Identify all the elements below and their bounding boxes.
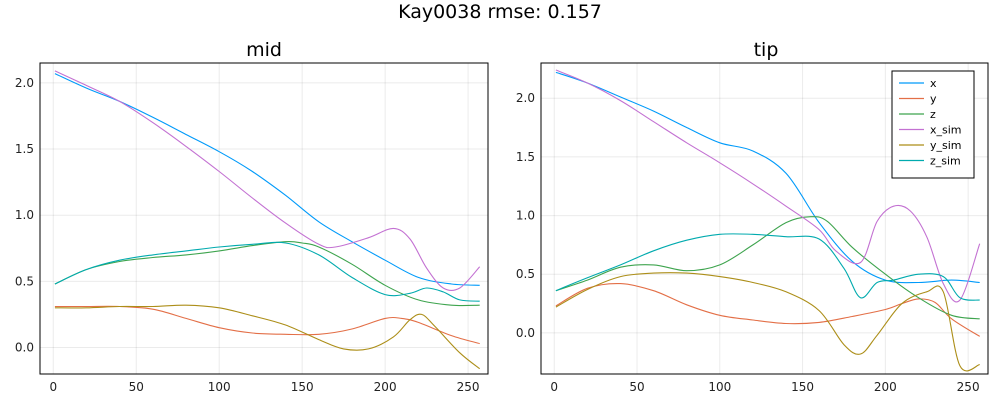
y-tick-label: 0.0 bbox=[516, 326, 535, 340]
y-tick-label: 1.5 bbox=[15, 142, 34, 156]
series-lines bbox=[54, 70, 481, 370]
x-tick-label: 100 bbox=[208, 380, 231, 394]
panel-title: mid bbox=[246, 39, 282, 61]
series-line-y-sim bbox=[54, 304, 481, 370]
y-tick-label: 1.0 bbox=[15, 208, 34, 222]
x-tick-label: 150 bbox=[791, 380, 814, 394]
x-tick-label: 250 bbox=[957, 380, 980, 394]
x-tick-label: 200 bbox=[874, 380, 897, 394]
legend: xyz x_sim y_sim z_sim bbox=[891, 70, 975, 179]
panel-mid: mid 0 50 100 150 200 250 0.0 0.5 1.0 1.5 2.0 bbox=[15, 39, 489, 394]
series-line-z bbox=[54, 241, 480, 307]
figure-title: Kay0038 rmse: 0.157 bbox=[398, 1, 602, 23]
legend-label: z bbox=[930, 108, 936, 121]
series-line-z-sim bbox=[54, 241, 480, 302]
legend-label: y_sim bbox=[930, 139, 962, 152]
x-tick-label: 100 bbox=[708, 380, 731, 394]
legend-label: z_sim bbox=[930, 155, 961, 168]
y-tick-label: 0.5 bbox=[516, 267, 535, 281]
series-line-x-sim bbox=[54, 70, 481, 292]
y-tick-label: 1.5 bbox=[516, 150, 535, 164]
series-line-z-sim bbox=[555, 233, 980, 301]
legend-label: x_sim bbox=[930, 124, 962, 137]
panel-tip: tip 0 50 100 150 200 250 0.0 0.5 1.0 1.5 2.0 xyz x_… bbox=[516, 39, 989, 394]
y-tick-label: 0.0 bbox=[15, 341, 34, 355]
series-line-y bbox=[555, 282, 980, 337]
y-tick-label: 1.0 bbox=[516, 209, 535, 223]
series-line-x bbox=[54, 73, 480, 286]
tick-labels: 0 50 100 150 200 250 0.0 0.5 1.0 1.5 2.0 bbox=[15, 76, 480, 394]
tick-labels: 0 50 100 150 200 250 0.0 0.5 1.0 1.5 2.0 bbox=[516, 91, 980, 394]
series-line-x bbox=[555, 71, 980, 284]
series-line-y bbox=[54, 305, 480, 345]
plot-frame bbox=[540, 62, 989, 375]
series-line-x-sim bbox=[555, 69, 981, 303]
series-lines bbox=[555, 69, 981, 372]
series-line-y-sim bbox=[555, 272, 980, 372]
grid bbox=[40, 63, 488, 374]
y-tick-label: 2.0 bbox=[516, 91, 535, 105]
legend-label: y bbox=[930, 93, 937, 106]
panel-title: tip bbox=[754, 39, 779, 61]
plot-frame bbox=[39, 62, 489, 375]
series-line-z bbox=[555, 216, 980, 320]
x-tick-label: 50 bbox=[129, 380, 144, 394]
x-tick-label: 250 bbox=[457, 380, 480, 394]
x-tick-label: 0 bbox=[49, 380, 57, 394]
y-tick-label: 2.0 bbox=[15, 76, 34, 90]
y-tick-label: 0.5 bbox=[15, 274, 34, 288]
x-tick-label: 200 bbox=[374, 380, 397, 394]
legend-label: x bbox=[930, 77, 937, 90]
x-tick-label: 0 bbox=[550, 380, 558, 394]
x-tick-label: 150 bbox=[291, 380, 314, 394]
x-tick-label: 50 bbox=[629, 380, 644, 394]
